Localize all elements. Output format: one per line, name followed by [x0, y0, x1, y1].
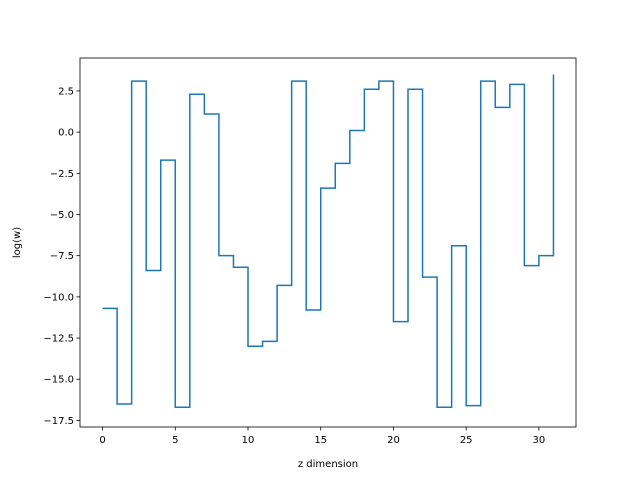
y-tick-label: 0.0: [58, 128, 74, 139]
y-tick-label: −17.5: [43, 416, 74, 427]
x-axis-label: z dimension: [298, 459, 358, 470]
y-tick-label: −5.0: [50, 210, 74, 221]
x-tick-label: 0: [99, 435, 105, 446]
y-tick-label: −12.5: [43, 334, 74, 345]
axes-frame: [79, 57, 577, 428]
y-tick-label: −7.5: [50, 251, 74, 262]
x-tick-label: 5: [172, 435, 178, 446]
x-tick-label: 15: [314, 435, 327, 446]
x-tick-label: 20: [387, 435, 400, 446]
y-axis-ticks: 2.5 0.0 −2.5 −5.0 −7.5 −10.0 −12.5 −15.0 −17.5: [43, 86, 80, 427]
x-tick-label: 10: [242, 435, 255, 446]
plot-area: [102, 74, 555, 408]
series-line: [102, 74, 555, 408]
x-tick-label: 25: [460, 435, 473, 446]
y-tick-label: −2.5: [50, 169, 74, 180]
y-tick-label: −10.0: [43, 292, 74, 303]
y-tick-label: −15.0: [43, 375, 74, 386]
x-axis-ticks: 0 5 10 15 20 25 30: [99, 427, 545, 446]
x-tick-label: 30: [533, 435, 546, 446]
y-axis-label: log(w): [12, 227, 23, 258]
y-tick-label: 2.5: [58, 86, 74, 97]
